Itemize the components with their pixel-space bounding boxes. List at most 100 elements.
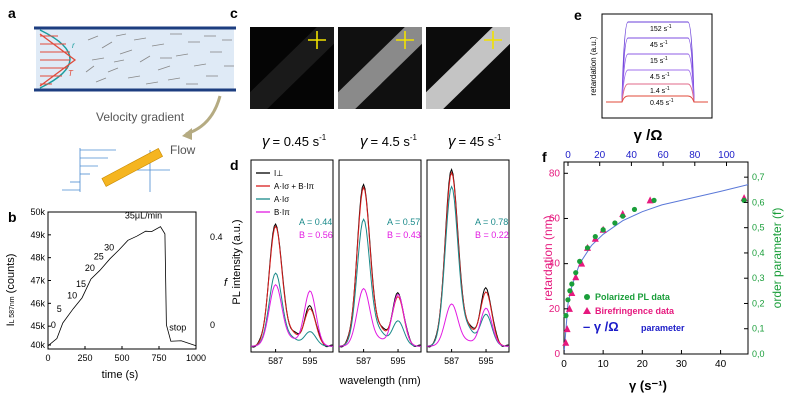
f-xtick-bottom: 10 (598, 359, 610, 370)
panel-f-frame (563, 161, 749, 355)
f-ytick-right: 0,4 (752, 248, 765, 258)
channel (36, 28, 234, 90)
e-step-label: 1.4 s-1 (650, 86, 670, 95)
d-fit-b: B = 0.22 (475, 230, 509, 240)
f-ytick-left: 40 (549, 259, 561, 270)
panel-d-ylabel: PL intensity (a.u.) (231, 219, 243, 304)
b-ytick-label: 47k (30, 276, 45, 286)
f-ytick-right: 0,5 (752, 223, 765, 233)
f-xtick-bottom: 0 (561, 359, 567, 370)
d-spectrum (250, 225, 334, 347)
panel-f-ylabel-right: order parameter (f) (770, 208, 784, 309)
b-ytick-label: 49k (30, 230, 45, 240)
pl-point (612, 220, 618, 226)
nanorod-cloud (85, 33, 234, 85)
pl-point (631, 206, 638, 213)
panel-e-ylabel: retardation (a.u.) (589, 36, 598, 95)
panel-c-letter: c (230, 5, 238, 21)
pl-point (567, 288, 573, 294)
b-flow-label: 20 (85, 263, 95, 273)
panel-e-letter: e (574, 7, 582, 23)
pl-point (741, 197, 747, 203)
d-spectrum (426, 185, 510, 347)
pl-point (584, 245, 591, 251)
f-ytick-right: 0,3 (752, 273, 765, 283)
f-xtick-bottom: 30 (676, 359, 688, 370)
polarizer-cross-icons (308, 31, 502, 49)
biref-point (563, 325, 571, 333)
b-xtick-label: 750 (151, 353, 166, 363)
panel-d-xlabel: wavelength (nm) (338, 375, 420, 387)
e-step-label: 0.45 s-1 (650, 98, 674, 107)
shear-rate-labels: γ = 0.45 s-1 γ = 4.5 s-1 γ = 45 s-1 (262, 133, 502, 150)
e-step-label: 45 s-1 (650, 40, 668, 49)
legend-fit: parameter (641, 323, 685, 333)
d-xtick-label: 595 (391, 356, 406, 366)
b-xtick-label: 1000 (186, 353, 206, 363)
b-flow-label: 30 (104, 242, 114, 252)
panel-f-xlabel-top: γ /Ω (634, 127, 663, 144)
legend-fit-symbol: – γ /Ω (583, 319, 619, 334)
biref-point (562, 338, 570, 346)
panel-a-letter: a (8, 5, 16, 21)
panel-f-legend: Polarized PL data Birefringence data – γ… (583, 292, 685, 334)
rate-label-3: γ = 45 s-1 (448, 133, 502, 150)
b-ytick-label: 40k (30, 340, 45, 350)
f-ytick-right: 0,0 (752, 349, 765, 359)
curved-arrow-head (182, 128, 192, 140)
d-spectrum (338, 287, 422, 347)
e-step-label: 4.5 s-1 (650, 72, 670, 81)
shear-profile-line (39, 33, 77, 87)
nanorod (101, 148, 164, 187)
biref-point (568, 289, 576, 297)
legend-i-perp: I⊥ (274, 169, 283, 178)
b-flow-label: 5 (57, 304, 62, 314)
pl-point (651, 197, 657, 203)
curved-arrow (185, 95, 222, 136)
d-fit-a: A = 0.57 (387, 217, 420, 227)
b-ytick-label: 45k (30, 321, 45, 331)
label-r: r (72, 41, 75, 50)
pl-point (577, 258, 583, 264)
f-xtick-top: 40 (626, 150, 638, 161)
panel-b-yticks: 40k 45k 46k 47k 48k 49k 50k (30, 207, 51, 350)
e-step-curve (606, 37, 708, 103)
panel-d: d 587 595 A = 0.44 B = 0.56 587 595 A = 0.57 B … (230, 157, 510, 387)
panel-b-letter: b (8, 209, 17, 225)
f-ytick-right: 0,2 (752, 298, 765, 308)
label-flow: Flow (170, 143, 196, 157)
panel-e-frame (601, 13, 713, 119)
panel-b-xlabel: time (s) (102, 369, 139, 381)
panel-f-points (562, 194, 748, 346)
f-xtick-top: 60 (658, 150, 670, 161)
rate-label-1: γ = 0.45 s-1 (262, 133, 327, 150)
panel-d-legend: I⊥ A·Iσ + B·Iπ A·Iσ B·Iπ (256, 169, 315, 217)
b-xtick-label: 500 (114, 353, 129, 363)
f-xtick-bottom: 40 (715, 359, 727, 370)
d-xtick-label: 587 (444, 356, 459, 366)
e-step-label: 152 s-1 (650, 24, 672, 33)
b-flow-label: 35μL/min (125, 210, 162, 220)
panel-f-letter: f (542, 149, 547, 165)
panel-b-rtick-0.4: 0.4 (210, 232, 223, 242)
f-ytick-right: 0,7 (752, 172, 765, 182)
b-ytick-label: 50k (30, 207, 45, 217)
retardation-steps: 152 s-1 45 s-1 15 s-1 4.5 s-1 1.4 s-1 0.45 s-… (606, 21, 708, 107)
e-step-curve (606, 83, 708, 103)
panel-f: f 0 20 40 60 80 0,0 0,1 0,2 0,3 0,4 0,5 0,6 0,7 0 10 20… (541, 127, 784, 393)
b-flow-label: 15 (76, 279, 86, 289)
d-xtick-label: 595 (479, 356, 494, 366)
pl-point (592, 233, 598, 240)
pl-point (563, 313, 569, 319)
panel-b-right-label: f (224, 277, 228, 289)
panel-d-letter: d (230, 157, 239, 173)
legend-pl: Polarized PL data (595, 292, 671, 302)
d-spectrum (338, 186, 422, 347)
d-xtick-label: 587 (268, 356, 283, 366)
legend-b-pi: B·Iπ (274, 208, 290, 217)
f-ytick-left: 0 (554, 349, 560, 360)
b-xtick-label: 0 (45, 353, 50, 363)
e-step-label: 15 s-1 (650, 56, 668, 65)
